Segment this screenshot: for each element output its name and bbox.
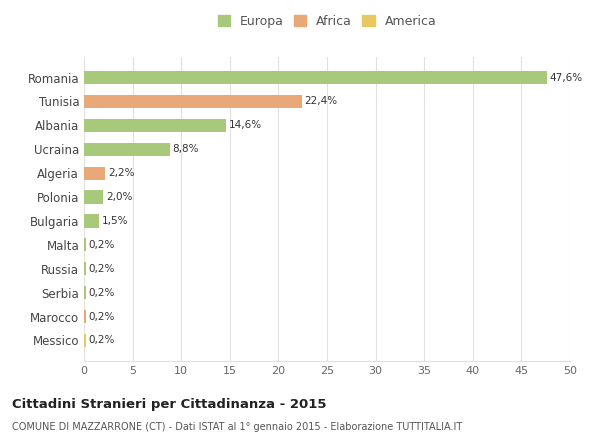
Text: Cittadini Stranieri per Cittadinanza - 2015: Cittadini Stranieri per Cittadinanza - 2… — [12, 398, 326, 411]
Text: 0,2%: 0,2% — [89, 288, 115, 297]
Text: 47,6%: 47,6% — [550, 73, 583, 83]
Text: 2,0%: 2,0% — [106, 192, 133, 202]
Bar — [84, 310, 86, 323]
Bar — [84, 334, 86, 347]
Text: 8,8%: 8,8% — [172, 144, 199, 154]
Text: 1,5%: 1,5% — [101, 216, 128, 226]
Bar — [84, 191, 103, 204]
Bar — [84, 143, 170, 156]
Bar — [84, 286, 86, 299]
Bar — [84, 238, 86, 251]
Text: 2,2%: 2,2% — [109, 168, 135, 178]
Bar — [84, 95, 302, 108]
Legend: Europa, Africa, America: Europa, Africa, America — [218, 15, 437, 28]
Text: 0,2%: 0,2% — [89, 240, 115, 250]
Bar — [84, 262, 86, 275]
Text: 0,2%: 0,2% — [89, 335, 115, 345]
Text: 14,6%: 14,6% — [229, 121, 262, 130]
Bar — [84, 167, 106, 180]
Text: COMUNE DI MAZZARRONE (CT) - Dati ISTAT al 1° gennaio 2015 - Elaborazione TUTTITA: COMUNE DI MAZZARRONE (CT) - Dati ISTAT a… — [12, 422, 462, 432]
Text: 22,4%: 22,4% — [305, 96, 338, 106]
Text: 0,2%: 0,2% — [89, 312, 115, 322]
Text: 0,2%: 0,2% — [89, 264, 115, 274]
Bar — [84, 119, 226, 132]
Bar — [84, 71, 547, 84]
Bar — [84, 214, 98, 227]
